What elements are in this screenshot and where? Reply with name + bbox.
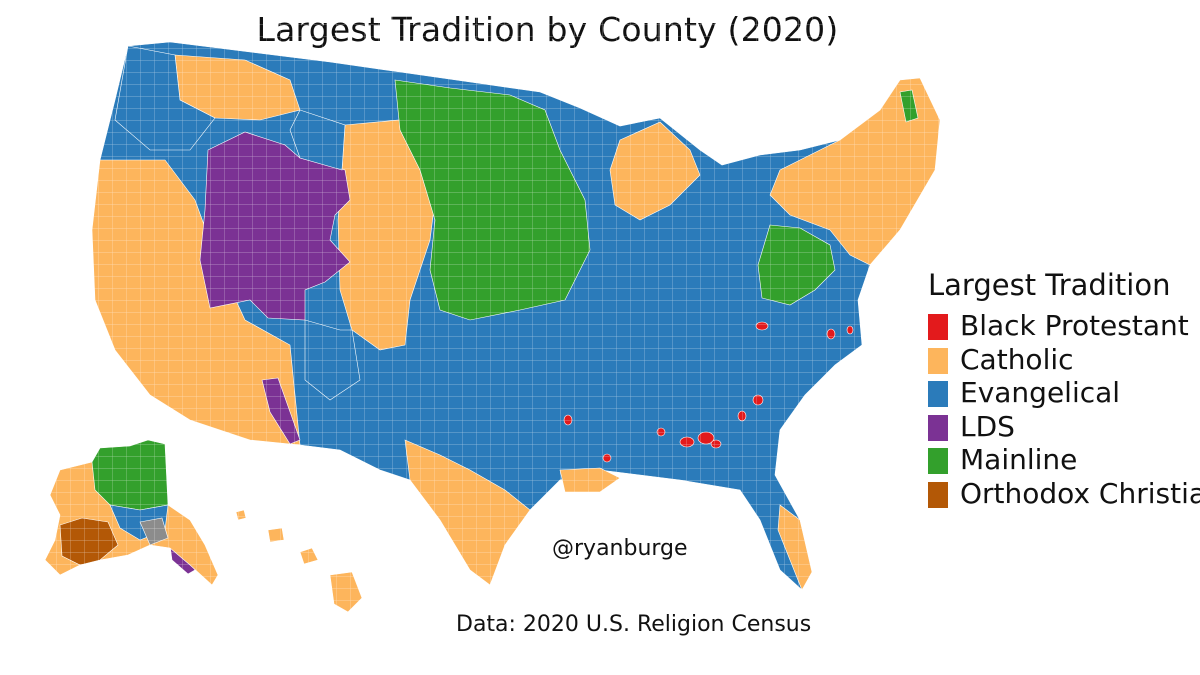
legend-item-orthodox-christian: Orthodox Christian [928, 477, 1200, 513]
legend-swatch [928, 414, 948, 441]
hawaii-island-1 [235, 509, 247, 521]
hawaii-island-4 [329, 571, 363, 613]
legend-item-lds: LDS [928, 409, 1170, 446]
legend-swatch [928, 347, 948, 374]
legend-label: Mainline [960, 443, 1078, 476]
legend-label: Catholic [960, 342, 1074, 376]
legend-label: Evangelical [960, 376, 1121, 409]
legend: Largest Tradition Black Protestant Catho… [928, 268, 1200, 513]
legend-item-evangelical: Evangelical [928, 376, 1170, 412]
legend-swatch [928, 481, 948, 508]
legend-item-catholic: Catholic [928, 342, 1170, 379]
legend-swatch [928, 381, 948, 407]
legend-title: Largest Tradition [928, 268, 1171, 302]
legend-item-black-protestant: Black Protestant [928, 309, 1189, 345]
data-source-note: Data: 2020 U.S. Religion Census [456, 612, 812, 637]
hawaii-island-2 [267, 527, 285, 543]
legend-label: Orthodox Christian [960, 476, 1200, 510]
hawaii-island-3 [299, 547, 319, 565]
legend-label: Black Protestant [960, 309, 1189, 342]
legend-swatch [928, 314, 948, 340]
legend-swatch [928, 448, 948, 474]
author-watermark: @ryanburge [552, 536, 688, 561]
legend-item-mainline: Mainline [928, 443, 1170, 479]
legend-label: LDS [960, 409, 1015, 443]
